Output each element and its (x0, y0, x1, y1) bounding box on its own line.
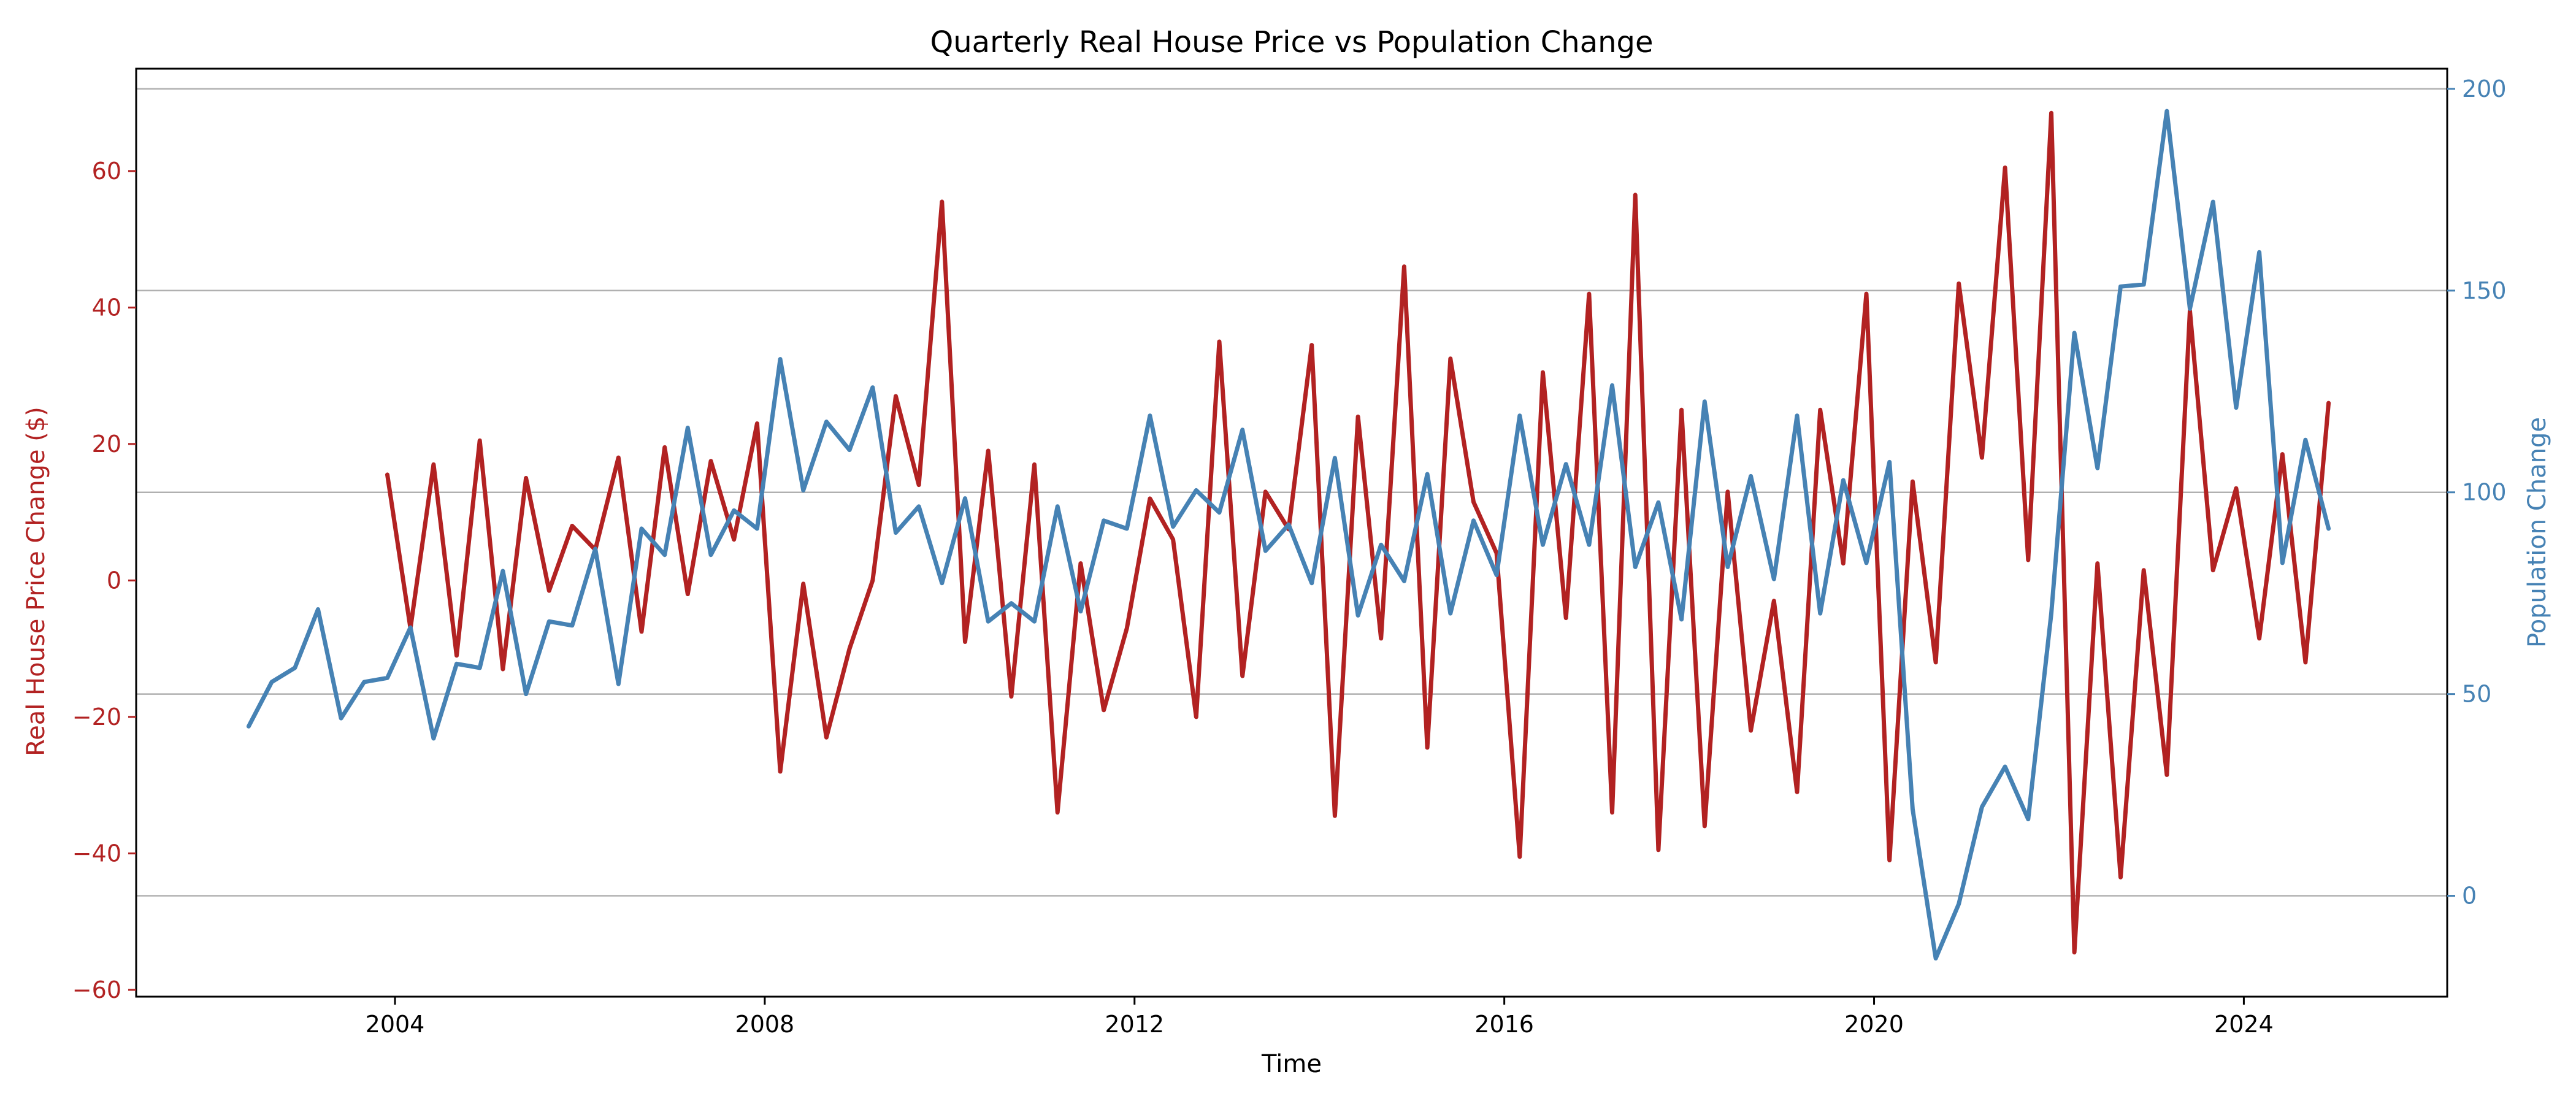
right-y-tick-label: 150 (2462, 277, 2507, 304)
left-y-tick-label: 40 (92, 294, 121, 321)
right-y-tick-label: 200 (2462, 75, 2507, 102)
plot-frame (135, 67, 2448, 998)
left-y-tick-label: −20 (72, 703, 121, 730)
x-tick-label: 2012 (1105, 1011, 1164, 1038)
left-y-tick-label: 0 (107, 567, 121, 594)
right-y-tick-label: 0 (2462, 883, 2477, 910)
series-line-right (246, 109, 2331, 960)
x-tick-label: 2024 (2214, 1011, 2274, 1038)
x-axis-label: Time (1261, 1050, 1322, 1078)
x-tick-label: 2004 (366, 1011, 425, 1038)
left-y-tick-label: −40 (72, 840, 121, 867)
right-y-tick-label: 50 (2462, 681, 2491, 708)
chart-title: Quarterly Real House Price vs Population… (930, 25, 1653, 59)
plot-lines (246, 109, 2331, 960)
x-tick-label: 2016 (1474, 1011, 1534, 1038)
left-y-tick-label: −60 (72, 976, 121, 1003)
left-y-tick-label: 20 (92, 431, 121, 458)
x-tick-label: 2020 (1844, 1011, 1904, 1038)
left-y-axis-label: Real House Price Change ($) (22, 407, 50, 756)
x-tick-label: 2008 (735, 1011, 795, 1038)
axis-ticks: 2004 2008 2012 2016 2020 2024 −60 −40 −20 0 20 40 60… (72, 75, 2507, 1038)
right-y-tick-label: 100 (2462, 479, 2507, 506)
series-line-left (385, 110, 2331, 955)
right-y-axis-label: Population Change (2523, 417, 2551, 648)
left-y-tick-label: 60 (92, 158, 121, 185)
